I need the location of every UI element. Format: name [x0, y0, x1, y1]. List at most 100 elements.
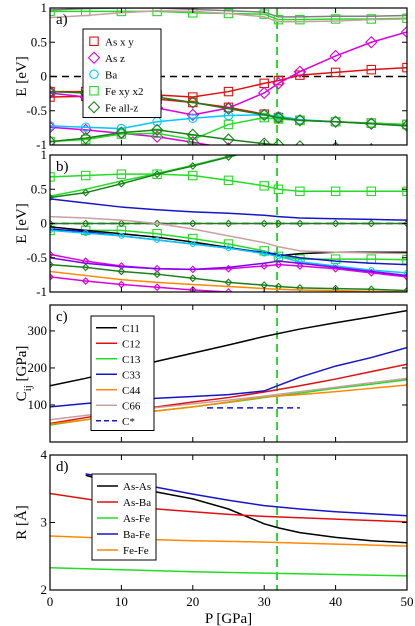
- data-point-0-3-3: [150, 130, 164, 144]
- data-point-0-3-7: [273, 148, 284, 159]
- data-point-0-4-0: [50, 121, 55, 131]
- data-point-1-1-4: [188, 233, 198, 244]
- y-tick-label-0-0: -1: [36, 137, 47, 152]
- series-group-1: [50, 131, 410, 303]
- data-point-1-13-4: [188, 286, 197, 292]
- data-point-1-4-10: [367, 219, 376, 228]
- legend-box-3: [91, 473, 157, 561]
- legend-label-3-3: Ba-Fe: [123, 529, 150, 541]
- legend-label-2-6: C*: [122, 416, 135, 428]
- series-line-1-13: [50, 276, 242, 292]
- legend-label-3-0: As-As: [123, 481, 151, 493]
- data-point-1-5-1: [81, 263, 90, 272]
- data-point-0-6-5: [223, 119, 234, 130]
- data-point-1-13-10: [368, 296, 374, 302]
- data-point-1-9-6: [261, 250, 268, 257]
- legend-swatch-0-4: [87, 101, 101, 114]
- data-point-1-5-4: [188, 274, 197, 283]
- data-point-1-4-2: [117, 219, 126, 228]
- legend-label-3-4: Fe-Fe: [123, 545, 149, 557]
- data-point-1-4-1: [81, 219, 90, 228]
- y-tick-label-0-3: 0.5: [31, 34, 47, 49]
- data-point-1-0-1: [80, 170, 91, 181]
- x-tick-label-4: 40: [329, 594, 342, 609]
- legend-swatch-0-3: [89, 86, 99, 96]
- data-point-1-9-1: [82, 230, 89, 237]
- series-line-1-9: [50, 229, 407, 274]
- data-point-1-10-0: [50, 250, 54, 259]
- data-point-1-9-11: [404, 269, 407, 276]
- y-axis-label-3: R [Å]: [14, 505, 30, 540]
- y-tick-label-3-0: 2: [41, 582, 48, 597]
- data-point-1-0-9: [330, 186, 341, 197]
- x-tick-label-1: 10: [115, 594, 128, 609]
- data-point-1-0-10: [366, 186, 377, 197]
- data-point-1-13-11: [404, 297, 410, 303]
- series-line-0-6: [50, 116, 407, 143]
- legend-label-2-2: C13: [122, 354, 141, 366]
- legend-swatch-0-1: [87, 51, 101, 64]
- panel-label-3: d): [56, 459, 69, 475]
- data-point-1-4-7: [274, 219, 283, 228]
- data-point-1-13-1: [81, 277, 90, 285]
- data-point-1-10-8: [296, 262, 304, 270]
- data-point-1-4-9: [331, 219, 340, 228]
- data-point-1-5-10: [367, 285, 376, 292]
- data-point-0-5-9: [330, 14, 341, 24]
- data-point-0-5-8: [295, 14, 305, 25]
- data-point-1-13-0: [50, 273, 54, 281]
- panel-label-0: a): [56, 12, 68, 28]
- data-point-0-5-2: [116, 8, 127, 17]
- series-line-3-2: [50, 566, 407, 577]
- panel-1: -1 -0.5 0 0.5 1 b) E [eV]: [14, 131, 410, 303]
- series-line-1-3: [50, 155, 240, 199]
- x-tick-label-3: 30: [258, 594, 271, 609]
- plot-frame-2: [49, 304, 408, 443]
- data-point-1-13-5: [224, 288, 233, 292]
- data-point-1-10-6: [260, 262, 269, 270]
- data-point-1-4-5: [224, 219, 233, 228]
- data-point-1-0-4: [188, 170, 198, 181]
- y-tick-label-3-2: 4: [41, 447, 48, 462]
- data-point-1-10-4: [188, 265, 197, 274]
- data-point-1-0-8: [295, 186, 305, 197]
- data-point-1-3-10: [368, 131, 374, 137]
- data-point-1-10-2: [117, 262, 126, 270]
- data-point-0-2-8: [293, 65, 307, 78]
- data-point-0-0-10: [366, 64, 377, 75]
- legend-swatch-0-2: [89, 69, 99, 80]
- panel-2: 100 200 300 c) Cij [GPa] C11 C12 C13 C33 C44 C66 C*: [14, 304, 408, 443]
- data-point-0-7-4: [186, 96, 200, 109]
- x-tick-label-2: 20: [186, 594, 199, 609]
- y-axis-label-0: E [eV]: [14, 56, 30, 96]
- legend-label-0-4: Fe all-z: [105, 102, 138, 114]
- data-point-0-8-2: [115, 126, 128, 139]
- y-tick-label-0-4: 1: [41, 0, 48, 15]
- data-point-1-4-8: [296, 219, 304, 228]
- data-point-0-8-1: [79, 131, 92, 145]
- x-tick-label-5: 50: [401, 594, 414, 609]
- data-point-1-4-11: [403, 219, 407, 228]
- data-point-1-5-2: [117, 267, 126, 276]
- data-point-1-9-2: [118, 232, 125, 239]
- data-point-1-3-1: [81, 188, 90, 197]
- y-axis-label-2: Cij [GPa]: [14, 346, 34, 402]
- panel-0: -1 -0.5 0 0.5 1 a) E [eV] As x y As z Ba Fe xy x2 F…: [14, 0, 408, 159]
- data-point-0-0-9: [330, 67, 341, 78]
- series-line-0-3: [50, 126, 214, 145]
- y-tick-label-0-2: 0: [41, 69, 48, 84]
- data-point-1-4-0: [50, 219, 54, 228]
- series-line-1-11: [50, 257, 407, 277]
- data-point-1-3-2: [117, 179, 126, 188]
- series-line-1-14: [50, 215, 407, 255]
- data-point-1-3-4: [188, 162, 197, 170]
- data-point-1-3-5: [224, 155, 233, 161]
- legend-0: As x y As z Ba Fe xy x2 Fe all-z: [82, 28, 162, 118]
- legend-label-0-3: Fe xy x2: [105, 86, 144, 98]
- legend-label-2-4: C44: [122, 385, 141, 397]
- series-line-1-6: [50, 198, 407, 221]
- data-point-0-7-6: [257, 108, 271, 122]
- series-line-0-5: [50, 10, 407, 21]
- data-point-1-5-0: [50, 260, 54, 269]
